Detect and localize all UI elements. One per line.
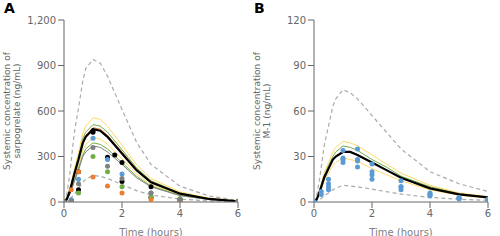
svg-text:4: 4 <box>427 208 433 219</box>
svg-text:900: 900 <box>37 60 56 71</box>
svg-text:2: 2 <box>369 208 375 219</box>
svg-text:600: 600 <box>37 106 56 117</box>
svg-text:Time (hours): Time (hours) <box>118 227 183 236</box>
html-text:B: B <box>254 0 265 16</box>
svg-text:60: 60 <box>293 106 306 117</box>
svg-text:6: 6 <box>235 208 241 219</box>
svg-text:0: 0 <box>311 208 317 219</box>
svg-text:120: 120 <box>287 15 306 26</box>
svg-text:6: 6 <box>485 208 491 219</box>
svg-text:1,200: 1,200 <box>27 15 56 26</box>
svg-text:Systemic concentration ofsarpo: Systemic concentration ofsarpogrelate (n… <box>8 51 22 170</box>
svg-text:Systemic concentration ofM-1 (: Systemic concentration ofM-1 (ng/mL) <box>252 51 272 170</box>
svg-text:Time (hours): Time (hours) <box>368 227 433 236</box>
svg-text:0: 0 <box>50 197 56 208</box>
svg-text:30: 30 <box>293 151 306 162</box>
html-text:A: A <box>4 0 15 16</box>
svg-text:0: 0 <box>300 197 306 208</box>
svg-text:90: 90 <box>293 60 306 71</box>
svg-text:300: 300 <box>37 151 56 162</box>
svg-text:2: 2 <box>119 208 125 219</box>
svg-text:0: 0 <box>61 208 67 219</box>
svg-text:4: 4 <box>177 208 183 219</box>
